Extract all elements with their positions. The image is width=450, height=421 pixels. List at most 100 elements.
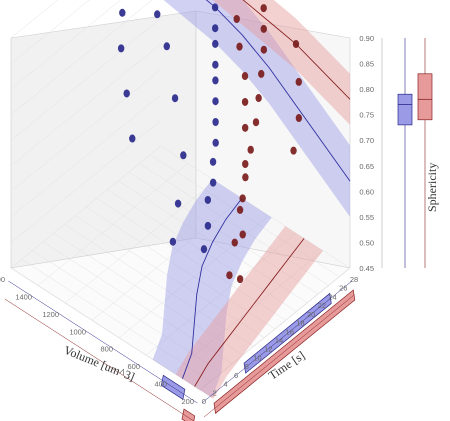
blue-point	[211, 3, 219, 12]
blue-point	[200, 245, 208, 254]
red-point	[255, 94, 262, 103]
grid-line-sphericity	[10, 120, 162, 243]
red-point	[295, 114, 303, 123]
sphericity-tick-label: 0.70	[359, 136, 374, 145]
time-blue-whisker	[201, 280, 353, 404]
blue-point	[174, 199, 182, 208]
blue-point	[212, 76, 219, 85]
blue-point	[171, 94, 179, 103]
blue-point	[212, 39, 219, 48]
blue-point	[163, 42, 170, 51]
grid-line-sphericity	[10, 145, 162, 269]
red-point	[241, 97, 249, 106]
grid-line-volume	[145, 232, 297, 356]
volume-tick-label: 1200	[42, 310, 59, 319]
sphericity-tick-label: 0.75	[359, 111, 374, 120]
grid-line-time	[96, 198, 286, 321]
time-tick-label: 6	[234, 371, 238, 380]
time-tick-label: 4	[223, 380, 227, 389]
time-tick-label: 14	[275, 336, 283, 345]
grid-line-time	[85, 206, 276, 330]
floor-mean-blue	[182, 198, 243, 379]
volume-red-box	[181, 408, 196, 421]
grid-line-sphericity	[10, 94, 162, 218]
grid-line-time	[128, 171, 318, 295]
time-tick-label: 24	[328, 292, 336, 301]
red-point	[258, 69, 265, 78]
red-point	[260, 45, 268, 54]
time-tick-label: 12	[264, 345, 272, 354]
grid-line-time	[139, 163, 329, 286]
blue-point	[123, 89, 130, 98]
axis-title-volume: Volume [um^3]	[62, 343, 137, 384]
red-point	[236, 275, 244, 284]
red-point	[236, 205, 244, 214]
grid-line-sphericity	[10, 0, 90, 64]
volume-tick-label: 1600	[0, 275, 5, 284]
grid-line-time	[150, 154, 340, 277]
grid-line-volume	[37, 163, 189, 286]
red-point	[242, 173, 249, 182]
red-point	[290, 146, 297, 155]
wall-mean-red	[242, 0, 351, 100]
marginal-boxplots	[4, 38, 433, 421]
sphericity-box-blue	[397, 93, 413, 126]
blue-point	[212, 60, 219, 69]
grid-line-sphericity	[10, 0, 121, 90]
floor-mean-red	[194, 238, 305, 387]
blue-point	[204, 221, 212, 230]
time-tick-label: 28	[350, 275, 358, 284]
tick-labels: 0246810121416182022242628200400600800100…	[0, 34, 374, 406]
red-point	[260, 24, 267, 33]
blue-point	[212, 117, 219, 126]
red-point	[252, 118, 260, 127]
time-tick-label: 20	[307, 310, 315, 319]
red-point	[247, 145, 254, 154]
time-tick-label: 16	[286, 327, 294, 336]
red-point	[236, 42, 243, 51]
volume-tick-label: 1000	[69, 327, 86, 336]
blue-point	[209, 157, 217, 166]
blue-point	[211, 24, 219, 33]
grid-line-time	[10, 267, 201, 391]
red-point	[231, 238, 238, 247]
blue-point	[212, 97, 219, 106]
volume-tick-label: 1400	[15, 292, 32, 301]
volume-tick-label: 600	[127, 362, 140, 371]
volume-tick-label: 400	[154, 380, 167, 389]
grid-lines	[10, 0, 351, 391]
time-tick-label: 18	[296, 319, 304, 328]
volume-red-whisker	[4, 298, 194, 421]
grid-line-volume	[64, 180, 216, 304]
volume-blue-whisker	[8, 280, 198, 404]
red-point	[239, 230, 246, 239]
red-point	[233, 14, 240, 23]
volume-tick-label: 200	[181, 397, 194, 406]
blue-point	[119, 8, 126, 17]
sphericity-tick-label: 0.50	[359, 238, 374, 247]
grid-line-sphericity	[10, 69, 162, 192]
sphericity-box-red	[417, 73, 433, 121]
blue-point	[209, 178, 217, 187]
blue-point	[154, 10, 161, 19]
data-points	[117, 3, 303, 284]
grid-line-time	[75, 215, 265, 338]
grid-line-volume	[91, 198, 243, 321]
blue-point	[212, 138, 219, 147]
red-point	[242, 159, 249, 168]
time-tick-label: 8	[245, 362, 249, 371]
wall-mean-blue	[205, 0, 351, 182]
time-tick-label: 22	[318, 301, 326, 310]
red-point	[241, 123, 249, 132]
grid-line-time	[32, 250, 222, 373]
time-tick-label: 0	[202, 397, 206, 406]
grid-line-time	[160, 145, 351, 269]
blue-point	[129, 134, 136, 143]
blue-point	[180, 151, 187, 160]
time-tick-label: 26	[339, 284, 347, 293]
red-point	[295, 77, 302, 86]
sphericity-tick-label: 0.55	[359, 213, 374, 222]
red-point	[292, 40, 300, 49]
red-point	[241, 72, 249, 81]
grid-line-time	[21, 259, 211, 382]
